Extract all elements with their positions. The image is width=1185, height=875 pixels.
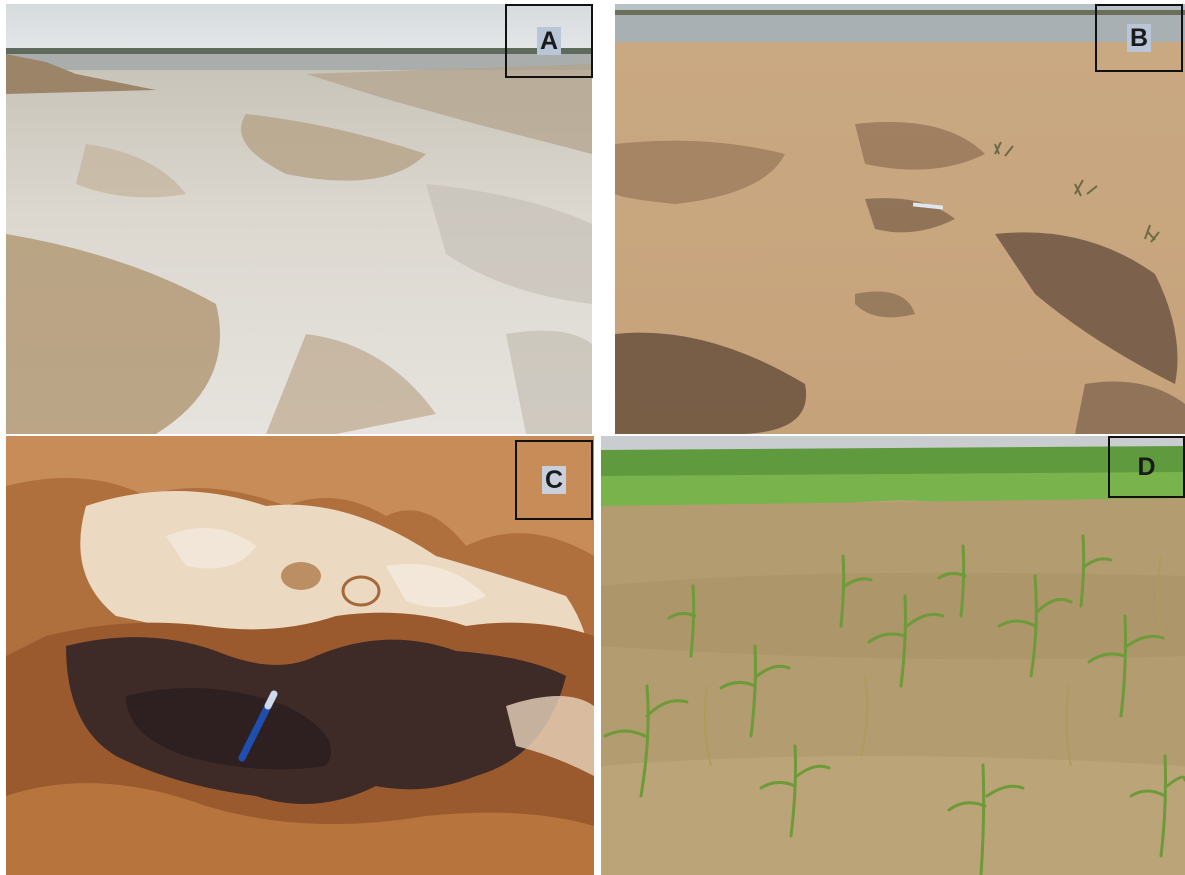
photo-panel-a bbox=[6, 4, 592, 434]
panel-label-a-text: A bbox=[536, 27, 562, 55]
sorghum-crop-field-photo bbox=[601, 436, 1185, 875]
panel-label-d: D bbox=[1108, 436, 1185, 498]
panel-label-d-text: D bbox=[1137, 453, 1156, 481]
photo-panel-b bbox=[615, 4, 1185, 434]
panel-label-b: B bbox=[1095, 4, 1183, 72]
panel-label-b-text: B bbox=[1126, 24, 1152, 52]
panel-label-c: C bbox=[515, 440, 593, 520]
photo-panel-c bbox=[6, 436, 594, 875]
panel-label-a: A bbox=[505, 4, 593, 78]
photo-panel-d bbox=[601, 436, 1185, 875]
dry-soil-field-photo bbox=[615, 4, 1185, 434]
salt-crust-flat-photo bbox=[6, 4, 592, 434]
soil-surface-closeup-photo bbox=[6, 436, 594, 875]
panel-label-c-text: C bbox=[541, 466, 567, 494]
